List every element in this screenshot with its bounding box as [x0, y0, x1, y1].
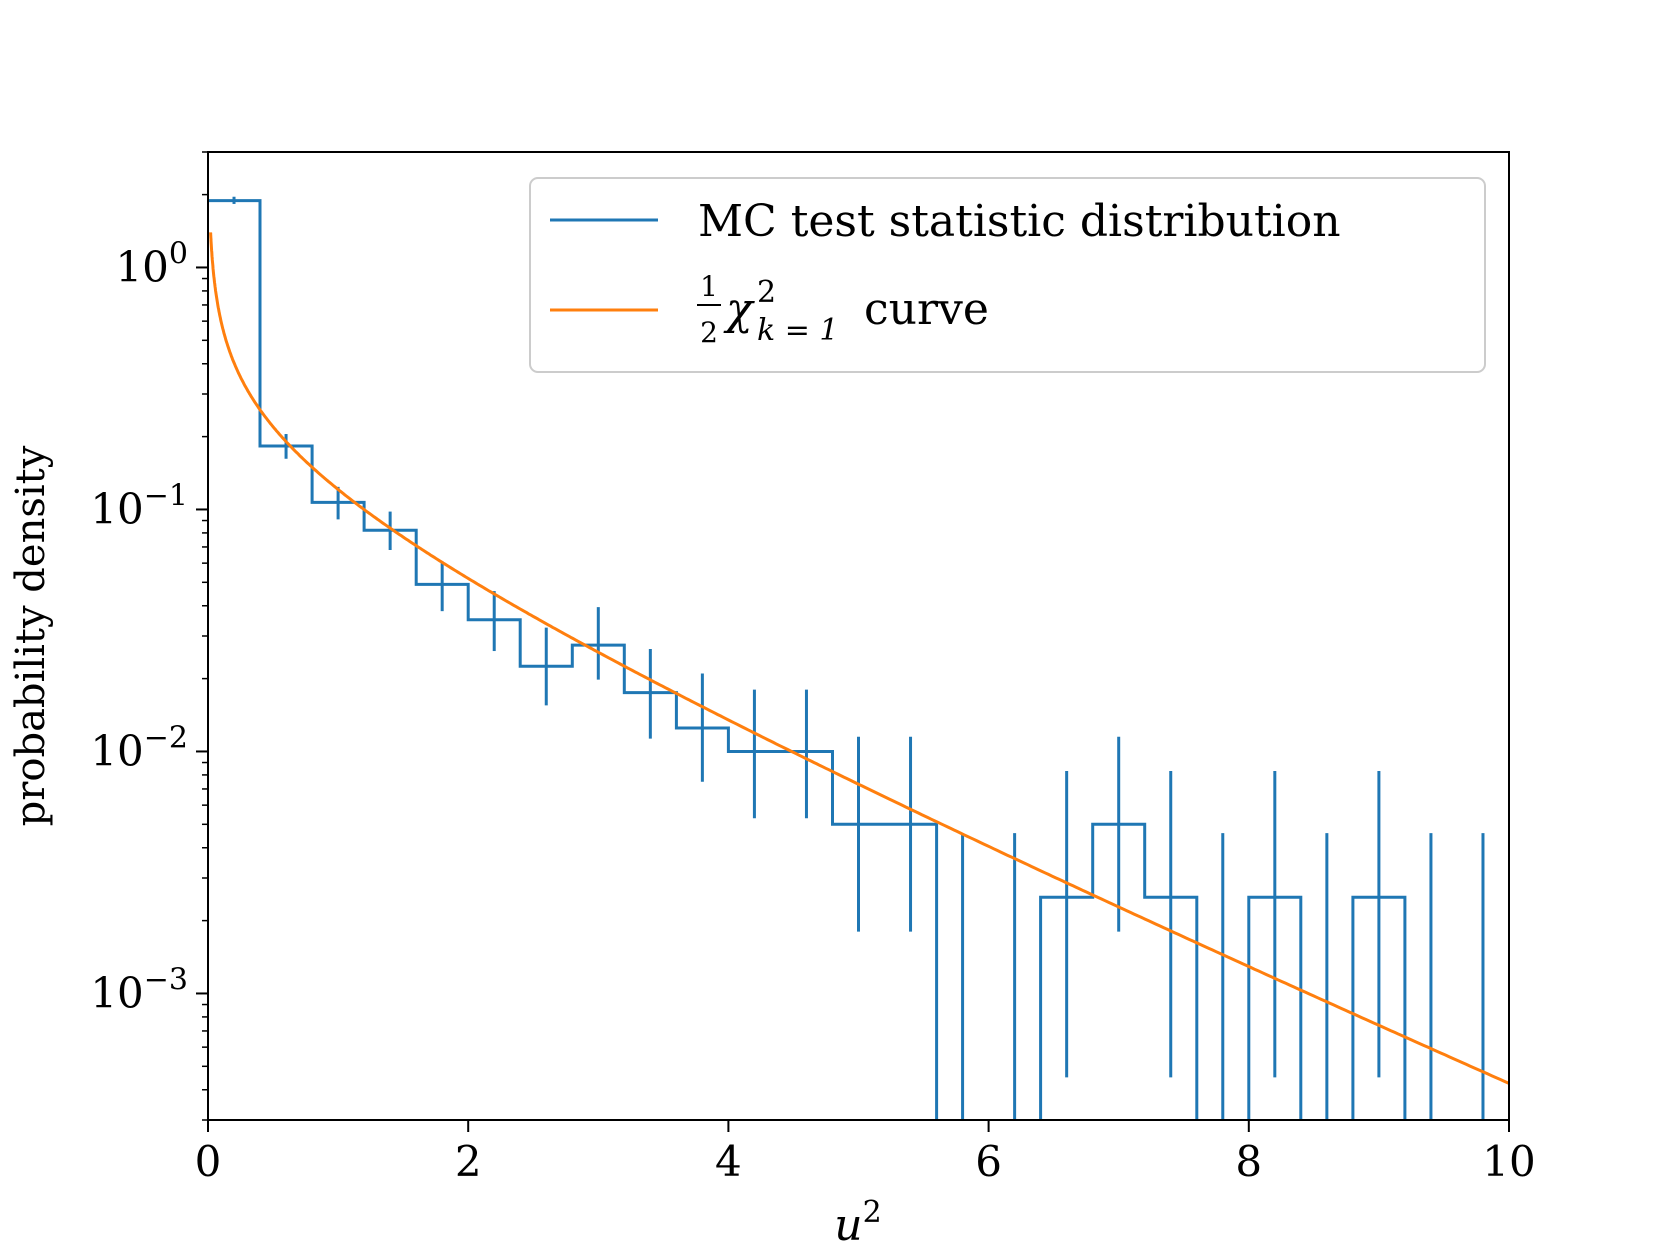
legend-chi-superscript: 2: [757, 275, 776, 310]
legend-fraction-denominator: 2: [700, 316, 718, 349]
y-tick-label-0: 100: [115, 236, 188, 291]
x-tick-label-3: 6: [975, 1137, 1002, 1186]
x-tick-label-2: 4: [715, 1137, 742, 1186]
x-axis-title-base: u: [834, 1200, 862, 1246]
x-tick-label-1: 2: [455, 1137, 482, 1186]
y-tick-label-1: 10−1: [90, 478, 188, 533]
legend-label-curve: 1 2 χ 2 k = 1 curve: [697, 270, 989, 349]
x-axis: 0 2 4 6 8 10: [195, 1120, 1536, 1186]
legend-chi-subscript: k = 1: [757, 313, 838, 348]
y-tick-label-2: 10−2: [90, 720, 188, 775]
legend-curve-suffix: curve: [864, 284, 989, 335]
errorbar-series: [232, 196, 1485, 1120]
x-axis-title: u2: [834, 1195, 881, 1246]
x-tick-label-4: 8: [1235, 1137, 1262, 1186]
legend: MC test statistic distribution 1 2 χ 2 k…: [529, 177, 1486, 373]
y-axis-title: probability density: [8, 445, 54, 826]
chi-square-curve-series: [209, 232, 1509, 1085]
y-axis: 100 10−1 10−2 10−3: [90, 151, 208, 1121]
legend-box: [529, 177, 1486, 373]
x-axis-title-exponent: 2: [863, 1195, 882, 1230]
legend-fraction-numerator: 1: [700, 270, 718, 303]
x-tick-label-5: 10: [1482, 1137, 1535, 1186]
plot-area: [208, 196, 1509, 1120]
legend-label-histogram: MC test statistic distribution: [698, 196, 1341, 247]
x-tick-label-0: 0: [195, 1137, 222, 1186]
chi-square-curve-line: [209, 232, 1509, 1085]
legend-chi-symbol: χ: [723, 284, 755, 335]
y-tick-label-3: 10−3: [90, 962, 188, 1017]
